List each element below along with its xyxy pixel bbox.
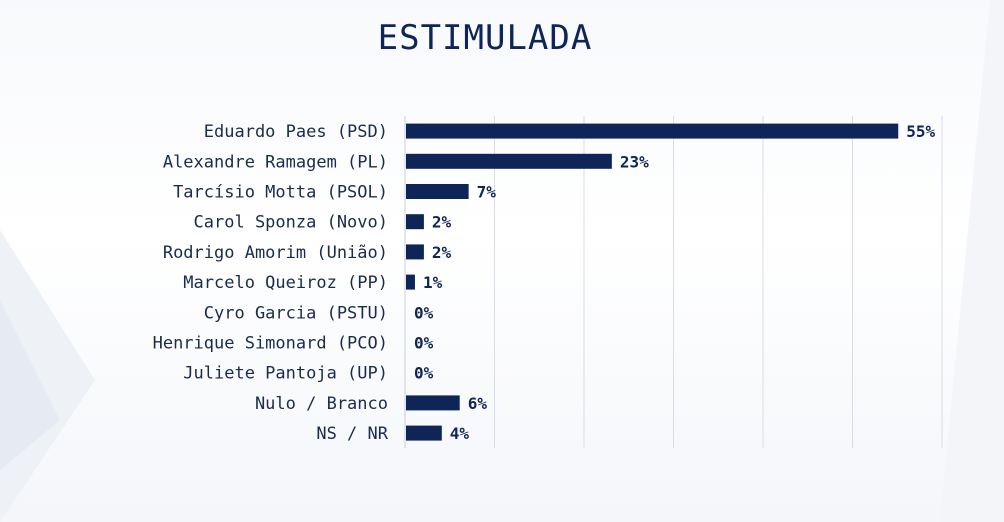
category-label: Eduardo Paes (PSD)	[204, 122, 388, 142]
bar	[406, 425, 442, 441]
value-label: 7%	[477, 183, 497, 202]
category-label: Rodrigo Amorim (União)	[163, 243, 388, 263]
value-label: 0%	[414, 334, 434, 353]
bar	[406, 153, 612, 169]
category-label: Alexandre Ramagem (PL)	[163, 152, 388, 172]
bar	[406, 274, 415, 290]
category-label: Juliete Pantoja (UP)	[183, 364, 388, 384]
value-label: 2%	[432, 243, 452, 262]
bar	[406, 214, 424, 230]
bar	[406, 395, 460, 411]
bar	[406, 123, 899, 139]
value-label: 23%	[620, 152, 649, 171]
category-label: Marcelo Queiroz (PP)	[183, 273, 388, 293]
value-label: 0%	[414, 364, 434, 383]
category-label: Nulo / Branco	[255, 394, 388, 414]
value-label: 1%	[423, 273, 443, 292]
category-label: Cyro Garcia (PSTU)	[204, 303, 388, 323]
value-label: 2%	[432, 213, 452, 232]
category-label: Carol Sponza (Novo)	[194, 213, 388, 233]
bar	[406, 184, 469, 199]
value-label: 0%	[414, 303, 434, 322]
value-label: 6%	[468, 394, 488, 413]
category-label: Henrique Simonard (PCO)	[153, 334, 388, 354]
value-label: 4%	[450, 424, 470, 443]
chart-title: ESTIMULADA	[377, 18, 593, 58]
category-label: Tarcísio Motta (PSOL)	[173, 183, 388, 203]
value-label: 55%	[906, 122, 935, 141]
category-label: NS / NR	[316, 424, 388, 444]
bar	[406, 244, 424, 260]
